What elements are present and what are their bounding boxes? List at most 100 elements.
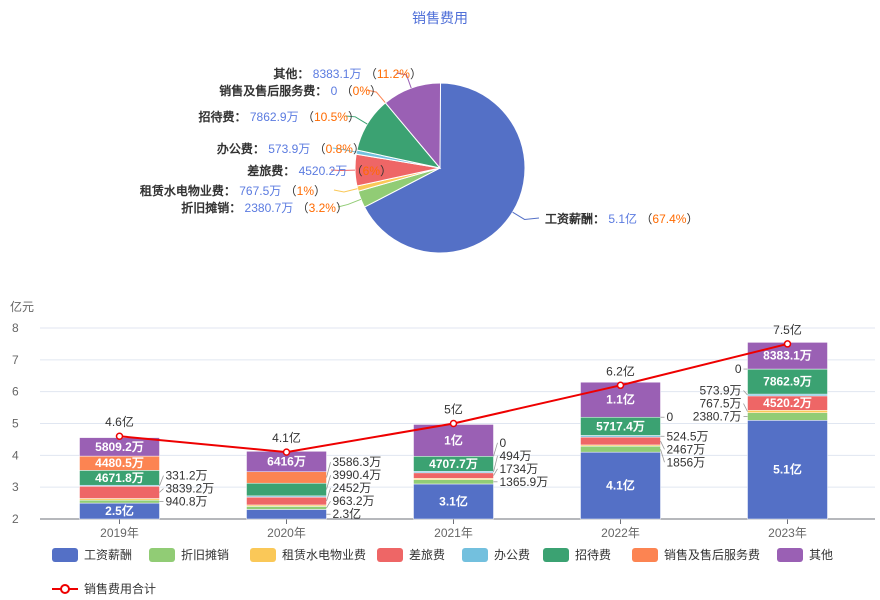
pie-label-line (366, 89, 386, 104)
pie-label-percent: 67.4% (652, 212, 687, 226)
pie-label: 办公费： 573.9万 （0.8%） (216, 142, 365, 156)
legend-label: 销售及售后服务费 (664, 548, 761, 562)
bar-label-leader (326, 475, 331, 490)
bar-label: 0 (500, 436, 507, 450)
total-label: 7.5亿 (773, 322, 802, 337)
pie-label-line (345, 115, 368, 125)
pie-label-name: 差旅费 (247, 164, 284, 178)
legend-swatch (149, 547, 175, 562)
legend-item[interactable]: 工资薪酬 (52, 546, 132, 563)
legend-item[interactable]: 其他 (777, 546, 833, 563)
bar-label: 573.9万 (699, 384, 741, 398)
bar-label: 1365.9万 (500, 475, 549, 489)
pie-label-name: 办公费 (216, 142, 253, 156)
bar-label: 3.1亿 (439, 493, 468, 508)
bar-segment (580, 451, 661, 520)
legend-item[interactable]: 销售及售后服务费 (632, 546, 760, 563)
pie-label-value: 8383.1万 (312, 67, 362, 81)
bar-label-leader (159, 475, 164, 486)
bar-label-leader (159, 488, 164, 493)
bar-label: 3990.4万 (333, 468, 382, 482)
legend-swatch (462, 547, 488, 562)
bar-label: 2380.7万 (693, 410, 742, 424)
bar-label: 1734万 (500, 462, 539, 476)
pie-label-name: 其他 (273, 67, 298, 81)
pie-label-value: 767.5万 (239, 184, 282, 198)
legend-line-icon (52, 583, 78, 594)
legend-item[interactable]: 招待费 (543, 546, 611, 563)
legend-label: 销售费用合计 (84, 582, 157, 596)
y-axis-label: 亿元 (10, 299, 34, 314)
bar-label: 3839.2万 (166, 482, 215, 496)
total-point (282, 448, 291, 456)
pie-label-value: 573.9万 (268, 142, 311, 156)
pie-label-percent: 0.8% (325, 142, 353, 156)
pie-label-line (332, 147, 357, 153)
legend-label: 招待费 (575, 548, 612, 562)
pie-label-percent: 6% (362, 164, 380, 178)
legend-item[interactable]: 销售费用合计 (52, 580, 156, 597)
pie-slice (363, 82, 526, 254)
legend-item[interactable]: 租赁水电物业费 (250, 546, 366, 563)
pie-label-value: 4520.2万 (298, 164, 348, 178)
pie-label: 销售及售后服务费： 0 （0%） (219, 84, 382, 98)
legend-swatch (777, 547, 803, 562)
pie-label-name: 工资薪酬 (545, 212, 594, 226)
y-tick-label: 6 (12, 385, 19, 399)
y-tick-label: 3 (12, 480, 19, 494)
pie-label-value: 7862.9万 (249, 110, 299, 124)
bar-label: 5.1亿 (773, 462, 802, 477)
bar-segment (413, 479, 494, 485)
bar-label: 0 (667, 410, 674, 424)
bar-label: 8383.1万 (763, 349, 812, 363)
bar-segment (79, 486, 160, 499)
bar-label: 0 (735, 362, 742, 376)
pie-label-value: 5.1亿 (608, 212, 638, 226)
pie-label-value: 2380.7万 (244, 201, 294, 215)
pie-label-line (337, 198, 362, 208)
pie-label: 租赁水电物业费： 767.5万 （1%） (139, 184, 326, 198)
bar-label: 3586.3万 (333, 455, 382, 469)
bar-label: 524.5万 (667, 429, 709, 443)
bar-segment (246, 506, 327, 510)
bar-segment (246, 509, 327, 520)
legend-swatch (632, 547, 658, 562)
pie-label-line (333, 188, 358, 193)
pie-label: 工资薪酬： 5.1亿 （67.4%） (545, 212, 699, 226)
total-point (783, 340, 792, 348)
bar-label-leader (493, 468, 498, 476)
bar-label: 4.1亿 (606, 478, 635, 493)
legend-item[interactable]: 差旅费 (377, 546, 445, 563)
bar-label-leader (326, 488, 331, 502)
legend-item[interactable]: 办公费 (462, 546, 530, 563)
bar-label: 5809.2万 (95, 440, 144, 454)
bar-segment (747, 410, 828, 413)
pie-label-name: 租赁水电物业费 (139, 184, 224, 198)
pie-label-percent: 3.2% (308, 201, 336, 215)
bar-label: 2.3亿 (333, 506, 362, 521)
total-label: 4.6亿 (105, 414, 134, 429)
pie-label: 招待费： 7862.9万 （10.5%） (198, 110, 360, 124)
bar-label: 4480.5万 (95, 456, 144, 470)
bar-segment (747, 420, 828, 520)
legend-swatch (52, 547, 78, 562)
y-tick-label: 4 (12, 448, 19, 462)
y-tick-label: 8 (12, 321, 19, 335)
bar-label: 1.1亿 (606, 392, 635, 407)
legend-swatch (377, 547, 403, 562)
bar-segment (747, 393, 828, 397)
bar-segment (413, 472, 494, 479)
x-tick-label: 2022年 (601, 526, 640, 540)
total-label: 5亿 (444, 402, 463, 417)
bar-segment (246, 496, 327, 506)
bar-label-leader (326, 462, 331, 478)
legend-item[interactable]: 折旧摊销 (149, 546, 229, 563)
bar-label: 4671.8万 (95, 471, 144, 485)
bar-label-leader (326, 501, 331, 509)
bar-label: 963.2万 (333, 494, 375, 508)
total-label: 4.1亿 (272, 430, 301, 445)
pie-label-name: 招待费 (198, 110, 235, 124)
pie-label: 差旅费： 4520.2万 （6%） (247, 164, 392, 178)
pie-label-value: 0 (330, 84, 338, 98)
pie-label-name: 销售及售后服务费 (219, 84, 316, 98)
